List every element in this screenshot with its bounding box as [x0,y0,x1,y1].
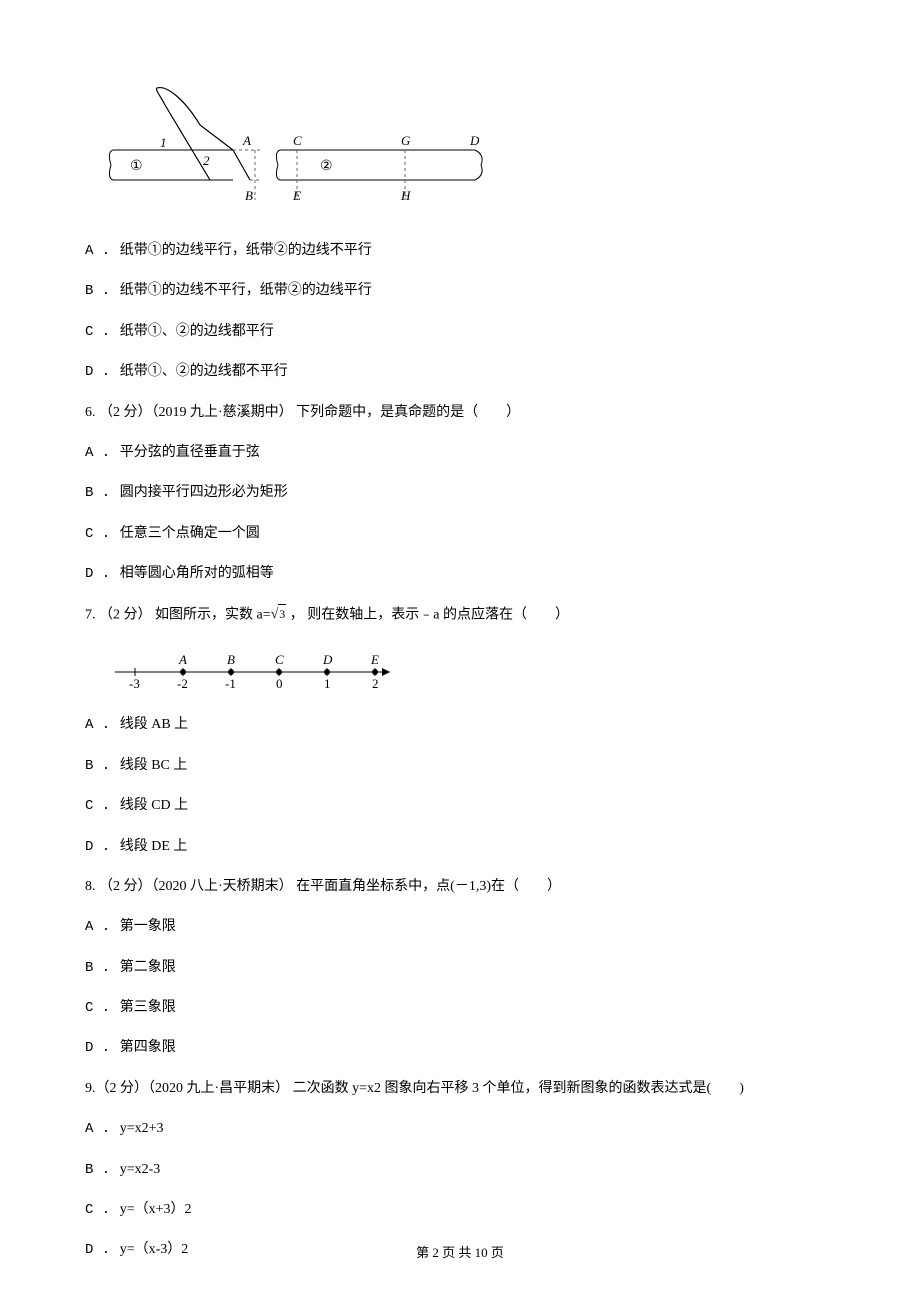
tape-diagram: 1 2 A B ① C G D E H ② [105,80,495,220]
tape-2: C G D E H ② [276,133,482,203]
q8-option-a: A . 第一象限 [85,916,835,938]
svg-text:D: D [322,652,333,667]
q9-a-text: y=x2+3 [120,1121,164,1136]
page-footer: 第 2 页 共 10 页 [0,1242,920,1261]
q7-option-c: C . 线段 CD 上 [85,795,835,817]
q5-a-text: 纸带①的边线平行，纸带②的边线不平行 [120,243,372,258]
q7-b-text: 线段 BC 上 [120,758,188,773]
q9-option-b: B . y=x2-3 [85,1159,835,1181]
angle-1-label: 1 [160,135,167,150]
q7-header-pre: 7. （2 分） 如图所示，实数 a= [85,607,271,622]
point-g-label: G [401,133,411,148]
q9-option-c: C . y=（x+3）2 [85,1199,835,1221]
q7-option-d: D . 线段 DE 上 [85,836,835,858]
point-h-label: H [400,188,411,203]
q5-d-text: 纸带①、②的边线都不平行 [120,364,288,379]
number-line-svg: A B C D E -3 -2 -1 0 1 2 [105,644,405,694]
sqrt-icon: √3 [271,604,287,626]
point-d-label: D [469,133,480,148]
point-a-label: A [242,133,251,148]
q7-option-a: A . 线段 AB 上 [85,714,835,736]
q7-header-post: ， 则在数轴上，表示﹣a 的点应落在（ ） [286,607,569,622]
q7-a-text: 线段 AB 上 [120,717,188,732]
q7-number-line: A B C D E -3 -2 -1 0 1 2 [105,644,835,694]
q9-c-text: y=（x+3）2 [120,1202,192,1217]
q8-option-b: B . 第二象限 [85,957,835,979]
q5-option-b: B . 纸带①的边线不平行，纸带②的边线平行 [85,280,835,302]
point-b-label: B [245,188,253,203]
q7-header: 7. （2 分） 如图所示，实数 a=√3 ， 则在数轴上，表示﹣a 的点应落在… [85,604,835,627]
q8-option-c: C . 第三象限 [85,997,835,1019]
q6-option-a: A . 平分弦的直径垂直于弦 [85,442,835,464]
q8-header: 8. （2 分）（2020 八上·天桥期末） 在平面直角坐标系中，点(－1,3)… [85,876,835,898]
circle-1-label: ① [130,159,143,174]
q7-d-text: 线段 DE 上 [120,839,188,854]
point-c-label: C [293,133,302,148]
q8-c-text: 第三象限 [120,1000,176,1015]
svg-text:-2: -2 [177,676,188,691]
q5-figure: 1 2 A B ① C G D E H ② [105,80,835,220]
q5-option-c: C . 纸带①、②的边线都平行 [85,321,835,343]
q9-b-text: y=x2-3 [120,1162,161,1177]
q9-header: 9.（2 分）（2020 九上·昌平期末） 二次函数 y=x2 图象向右平移 3… [85,1078,835,1100]
q7-option-b: B . 线段 BC 上 [85,755,835,777]
q6-d-text: 相等圆心角所对的弧相等 [120,566,274,581]
svg-text:E: E [370,652,379,667]
svg-text:-1: -1 [225,676,236,691]
q5-c-text: 纸带①、②的边线都平行 [120,324,274,339]
q5-option-d: D . 纸带①、②的边线都不平行 [85,361,835,383]
q6-option-d: D . 相等圆心角所对的弧相等 [85,563,835,585]
svg-text:0: 0 [276,676,283,691]
q5-option-a: A . 纸带①的边线平行，纸带②的边线不平行 [85,240,835,262]
svg-text:1: 1 [324,676,331,691]
q8-option-d: D . 第四象限 [85,1037,835,1059]
q6-b-text: 圆内接平行四边形必为矩形 [120,485,288,500]
svg-text:-3: -3 [129,676,140,691]
page-number: 第 2 页 共 10 页 [416,1245,504,1260]
q6-a-text: 平分弦的直径垂直于弦 [120,445,260,460]
tape-1: 1 2 A B ① [109,88,260,203]
q7-c-text: 线段 CD 上 [120,798,188,813]
q9-option-a: A . y=x2+3 [85,1118,835,1140]
q6-header: 6. （2 分）（2019 九上·慈溪期中） 下列命题中，是真命题的是（ ） [85,402,835,424]
svg-text:A: A [178,652,187,667]
svg-text:C: C [275,652,284,667]
svg-text:B: B [227,652,235,667]
q8-a-text: 第一象限 [120,919,176,934]
q8-b-text: 第二象限 [120,960,176,975]
q8-d-text: 第四象限 [120,1040,176,1055]
angle-2-label: 2 [203,153,210,168]
point-e-label: E [292,188,301,203]
q5-b-text: 纸带①的边线不平行，纸带②的边线平行 [120,283,372,298]
circle-2-label: ② [320,159,333,174]
q6-option-b: B . 圆内接平行四边形必为矩形 [85,482,835,504]
q6-c-text: 任意三个点确定一个圆 [120,526,260,541]
q6-option-c: C . 任意三个点确定一个圆 [85,523,835,545]
svg-text:2: 2 [372,676,379,691]
